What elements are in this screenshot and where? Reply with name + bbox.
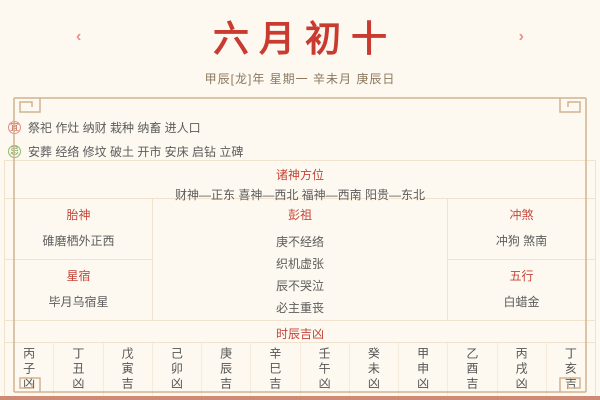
xingxiu-cell: 星宿 毕月乌宿星: [5, 259, 152, 320]
hour-cell: 己卯凶: [153, 343, 202, 396]
hour-text: 己卯凶: [169, 347, 184, 392]
hour-cell: 戊寅吉: [104, 343, 153, 396]
yi-list-row: 宜 祭祀 作灶 纳财 栽种 纳畜 进人口: [8, 119, 592, 135]
pengzu-cell: 彭祖 庚不经络 织机虚张 辰不哭泣 必主重丧: [152, 199, 448, 320]
ji-items: 安葬 经络 修坟 破土 开市 安床 启钻 立碑: [28, 144, 244, 159]
date-subtitle: 甲辰[龙]年 星期一 辛未月 庚辰日: [204, 72, 396, 86]
wuxing-cell: 五行 白蜡金: [448, 259, 595, 320]
ji-icon: 忌: [8, 144, 21, 158]
hour-text: 丙子凶: [21, 347, 36, 392]
shichen-header: 时辰吉凶: [5, 321, 595, 343]
hour-text: 乙酉吉: [464, 347, 479, 392]
left-column: 胎神 碓磨栖外正西 星宿 毕月乌宿星: [5, 199, 152, 320]
gods-directions-label: 诸神方位: [275, 168, 324, 182]
shichen-hours-row: 丙子凶 丁丑凶 戊寅吉 己卯凶 庚辰吉 辛巳吉 壬午凶 癸未凶 甲申凶 乙酉吉 …: [5, 343, 595, 396]
next-day-button[interactable]: ›: [518, 28, 524, 45]
hour-cell: 丁亥吉: [547, 343, 595, 396]
page-title: 六月初十: [212, 18, 397, 60]
pengzu-label: 彭祖: [287, 208, 312, 222]
hour-cell: 乙酉吉: [448, 343, 498, 396]
pengzu-line: 织机虚张: [275, 257, 324, 271]
shichen-label: 时辰吉凶: [275, 327, 324, 341]
chongsha-cell: 冲煞 冲狗 煞南: [448, 199, 595, 259]
pengzu-line: 庚不经络: [275, 235, 324, 249]
hour-text: 丁丑凶: [70, 347, 85, 392]
hour-text: 丙戌凶: [514, 347, 529, 392]
hour-cell: 丙子凶: [5, 343, 55, 396]
xingxiu-label: 星宿: [66, 269, 91, 283]
hour-text: 庚辰吉: [218, 347, 233, 392]
hour-cell: 丙戌凶: [498, 343, 547, 396]
hour-cell: 庚辰吉: [202, 343, 252, 396]
right-column: 冲煞 冲狗 煞南 五行 白蜡金: [448, 199, 595, 320]
hour-text: 辛巳吉: [267, 347, 282, 392]
gods-directions-section: 诸神方位 财神—正东 喜神—西北 福神—西南 阳贵—东北: [5, 161, 595, 202]
hour-cell: 甲申凶: [399, 343, 449, 396]
prev-day-button[interactable]: ‹: [76, 28, 82, 45]
hour-text: 壬午凶: [317, 347, 332, 392]
chongsha-label: 冲煞: [509, 208, 534, 222]
hour-text: 戊寅吉: [120, 347, 135, 392]
pengzu-line: 必主重丧: [275, 301, 324, 315]
wuxing-label: 五行: [509, 269, 534, 283]
wuxing-value: 白蜡金: [503, 295, 540, 309]
detail-grid: 胎神 碓磨栖外正西 星宿 毕月乌宿星 彭祖 庚不经络 织机虚张 辰不哭泣 必主重…: [5, 199, 595, 321]
hour-text: 甲申凶: [415, 347, 430, 392]
hour-cell: 丁丑凶: [54, 343, 104, 396]
taishen-label: 胎神: [66, 208, 91, 222]
taishen-cell: 胎神 碓磨栖外正西: [5, 199, 152, 259]
xingxiu-value: 毕月乌宿星: [48, 295, 109, 309]
pengzu-line: 辰不哭泣: [275, 279, 324, 293]
taishen-value: 碓磨栖外正西: [42, 234, 115, 248]
almanac-table: 诸神方位 财神—正东 喜神—西北 福神—西南 阳贵—东北 胎神 碓磨栖外正西 星…: [4, 160, 596, 396]
hour-cell: 辛巳吉: [251, 343, 301, 396]
hour-text: 丁亥吉: [563, 347, 578, 392]
hour-cell: 癸未凶: [350, 343, 399, 396]
hour-cell: 壬午凶: [301, 343, 350, 396]
bottom-accent-bar: [0, 396, 600, 400]
hour-text: 癸未凶: [366, 347, 381, 392]
yi-items: 祭祀 作灶 纳财 栽种 纳畜 进人口: [28, 120, 201, 135]
ji-list-row: 忌 安葬 经络 修坟 破土 开市 安床 启钻 立碑: [8, 143, 592, 159]
yi-icon: 宜: [8, 120, 21, 134]
chongsha-value: 冲狗 煞南: [495, 234, 548, 248]
